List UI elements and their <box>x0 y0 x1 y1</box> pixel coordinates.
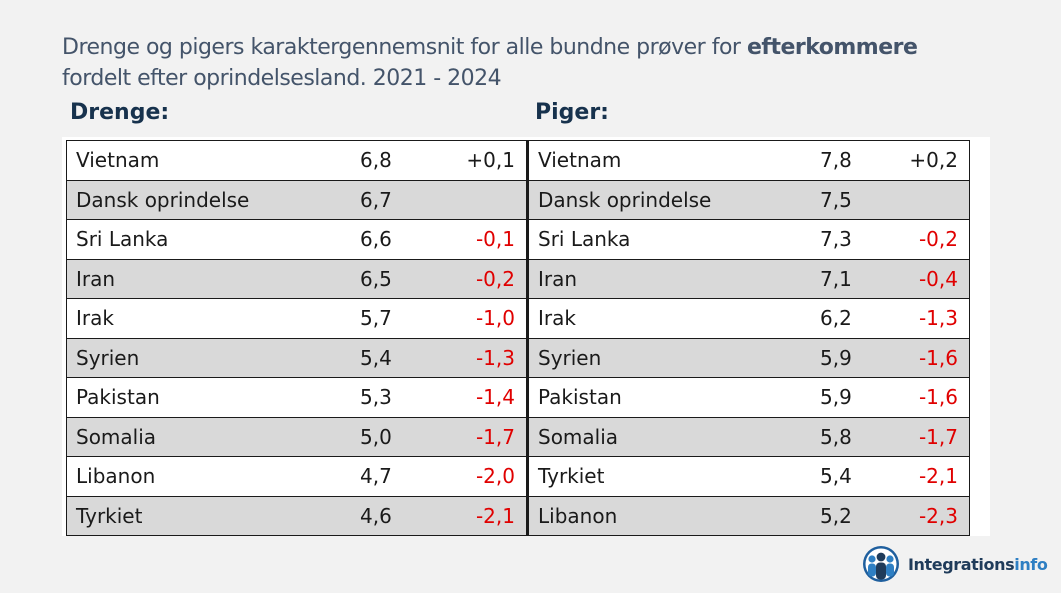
country-cell: Iran <box>527 258 820 299</box>
logo-text-main: Integrations <box>908 554 1015 574</box>
country-cell: Irak <box>527 298 820 339</box>
country-cell: Libanon <box>66 456 360 497</box>
score-cell: 5,8 <box>820 416 874 457</box>
table-row: Libanon 5,2 -2,3 <box>527 495 970 536</box>
table-row: Dansk oprindelse 6,7 <box>66 179 527 220</box>
difference-cell: -0,4 <box>874 258 970 299</box>
boys-heading: Drenge: <box>70 100 170 125</box>
title-part-1: Drenge og pigers karaktergennemsnit for … <box>62 35 747 60</box>
score-cell: 6,7 <box>360 179 435 220</box>
score-cell: 5,2 <box>820 495 874 536</box>
girls-table: Vietnam 7,8 +0,2 Dansk oprindelse 7,5 Sri Lan… <box>527 140 970 536</box>
difference-cell: -1,7 <box>874 416 970 457</box>
score-cell: 6,5 <box>360 258 435 299</box>
score-cell: 5,3 <box>360 377 435 418</box>
table-row: Tyrkiet 4,6 -2,1 <box>66 495 527 536</box>
difference-cell: -1,6 <box>874 377 970 418</box>
table-row: Sri Lanka 6,6 -0,1 <box>66 219 527 260</box>
boys-table: Vietnam 6,8 +0,1 Dansk oprindelse 6,7 Sri Lan… <box>66 140 527 536</box>
tables-panel: Vietnam 6,8 +0,1 Dansk oprindelse 6,7 Sri Lan… <box>62 137 990 536</box>
table-row: Syrien 5,4 -1,3 <box>66 337 527 378</box>
logo-text-accent: info <box>1014 554 1048 574</box>
country-cell: Iran <box>66 258 360 299</box>
slide-title: Drenge og pigers karaktergennemsnit for … <box>62 32 1022 94</box>
table-row: Dansk oprindelse 7,5 <box>527 179 970 220</box>
table-row: Irak 6,2 -1,3 <box>527 298 970 339</box>
people-group-icon <box>863 546 899 582</box>
score-cell: 7,8 <box>820 140 874 181</box>
score-cell: 5,4 <box>820 456 874 497</box>
difference-cell: -2,3 <box>874 495 970 536</box>
country-cell: Vietnam <box>527 140 820 181</box>
country-cell: Tyrkiet <box>527 456 820 497</box>
title-bold-word: efterkommere <box>746 35 918 60</box>
country-cell: Syrien <box>66 337 360 378</box>
difference-cell: -0,2 <box>435 258 527 299</box>
country-cell: Sri Lanka <box>66 219 360 260</box>
table-row: Vietnam 6,8 +0,1 <box>66 140 527 181</box>
score-cell: 7,1 <box>820 258 874 299</box>
difference-cell: -1,7 <box>435 416 527 457</box>
difference-cell <box>874 179 970 220</box>
country-cell: Syrien <box>527 337 820 378</box>
score-cell: 7,3 <box>820 219 874 260</box>
integrationsinfo-logo: Integrationsinfo <box>860 545 1048 583</box>
country-cell: Libanon <box>527 495 820 536</box>
table-row: Sri Lanka 7,3 -0,2 <box>527 219 970 260</box>
score-cell: 5,7 <box>360 298 435 339</box>
table-row: Syrien 5,9 -1,6 <box>527 337 970 378</box>
difference-cell: -0,1 <box>435 219 527 260</box>
country-cell: Pakistan <box>66 377 360 418</box>
score-cell: 5,9 <box>820 377 874 418</box>
difference-cell: -1,0 <box>435 298 527 339</box>
difference-cell: -0,2 <box>874 219 970 260</box>
difference-cell: +0,2 <box>874 140 970 181</box>
country-cell: Dansk oprindelse <box>66 179 360 220</box>
difference-cell: -2,0 <box>435 456 527 497</box>
logo-wordmark: Integrationsinfo <box>908 554 1048 574</box>
table-row: Iran 7,1 -0,4 <box>527 258 970 299</box>
table-row: Iran 6,5 -0,2 <box>66 258 527 299</box>
country-cell: Tyrkiet <box>66 495 360 536</box>
difference-cell: -2,1 <box>874 456 970 497</box>
difference-cell: -1,4 <box>435 377 527 418</box>
country-cell: Sri Lanka <box>527 219 820 260</box>
country-cell: Irak <box>66 298 360 339</box>
country-cell: Somalia <box>527 416 820 457</box>
title-part-2: fordelt efter oprindelsesland. 2021 - 20… <box>62 66 502 91</box>
country-cell: Somalia <box>66 416 360 457</box>
table-row: Pakistan 5,3 -1,4 <box>66 377 527 418</box>
table-row: Pakistan 5,9 -1,6 <box>527 377 970 418</box>
country-cell: Vietnam <box>66 140 360 181</box>
table-row: Vietnam 7,8 +0,2 <box>527 140 970 181</box>
difference-cell: -1,3 <box>874 298 970 339</box>
table-row: Irak 5,7 -1,0 <box>66 298 527 339</box>
score-cell: 7,5 <box>820 179 874 220</box>
table-row: Somalia 5,8 -1,7 <box>527 416 970 457</box>
score-cell: 5,4 <box>360 337 435 378</box>
table-row: Tyrkiet 5,4 -2,1 <box>527 456 970 497</box>
country-cell: Dansk oprindelse <box>527 179 820 220</box>
table-row: Somalia 5,0 -1,7 <box>66 416 527 457</box>
score-cell: 6,8 <box>360 140 435 181</box>
difference-cell: +0,1 <box>435 140 527 181</box>
score-cell: 5,9 <box>820 337 874 378</box>
score-cell: 6,6 <box>360 219 435 260</box>
difference-cell: -1,6 <box>874 337 970 378</box>
country-cell: Pakistan <box>527 377 820 418</box>
score-cell: 5,0 <box>360 416 435 457</box>
difference-cell: -2,1 <box>435 495 527 536</box>
table-row: Libanon 4,7 -2,0 <box>66 456 527 497</box>
score-cell: 4,7 <box>360 456 435 497</box>
score-cell: 4,6 <box>360 495 435 536</box>
difference-cell: -1,3 <box>435 337 527 378</box>
score-cell: 6,2 <box>820 298 874 339</box>
girls-heading: Piger: <box>535 100 609 125</box>
difference-cell <box>435 179 527 220</box>
